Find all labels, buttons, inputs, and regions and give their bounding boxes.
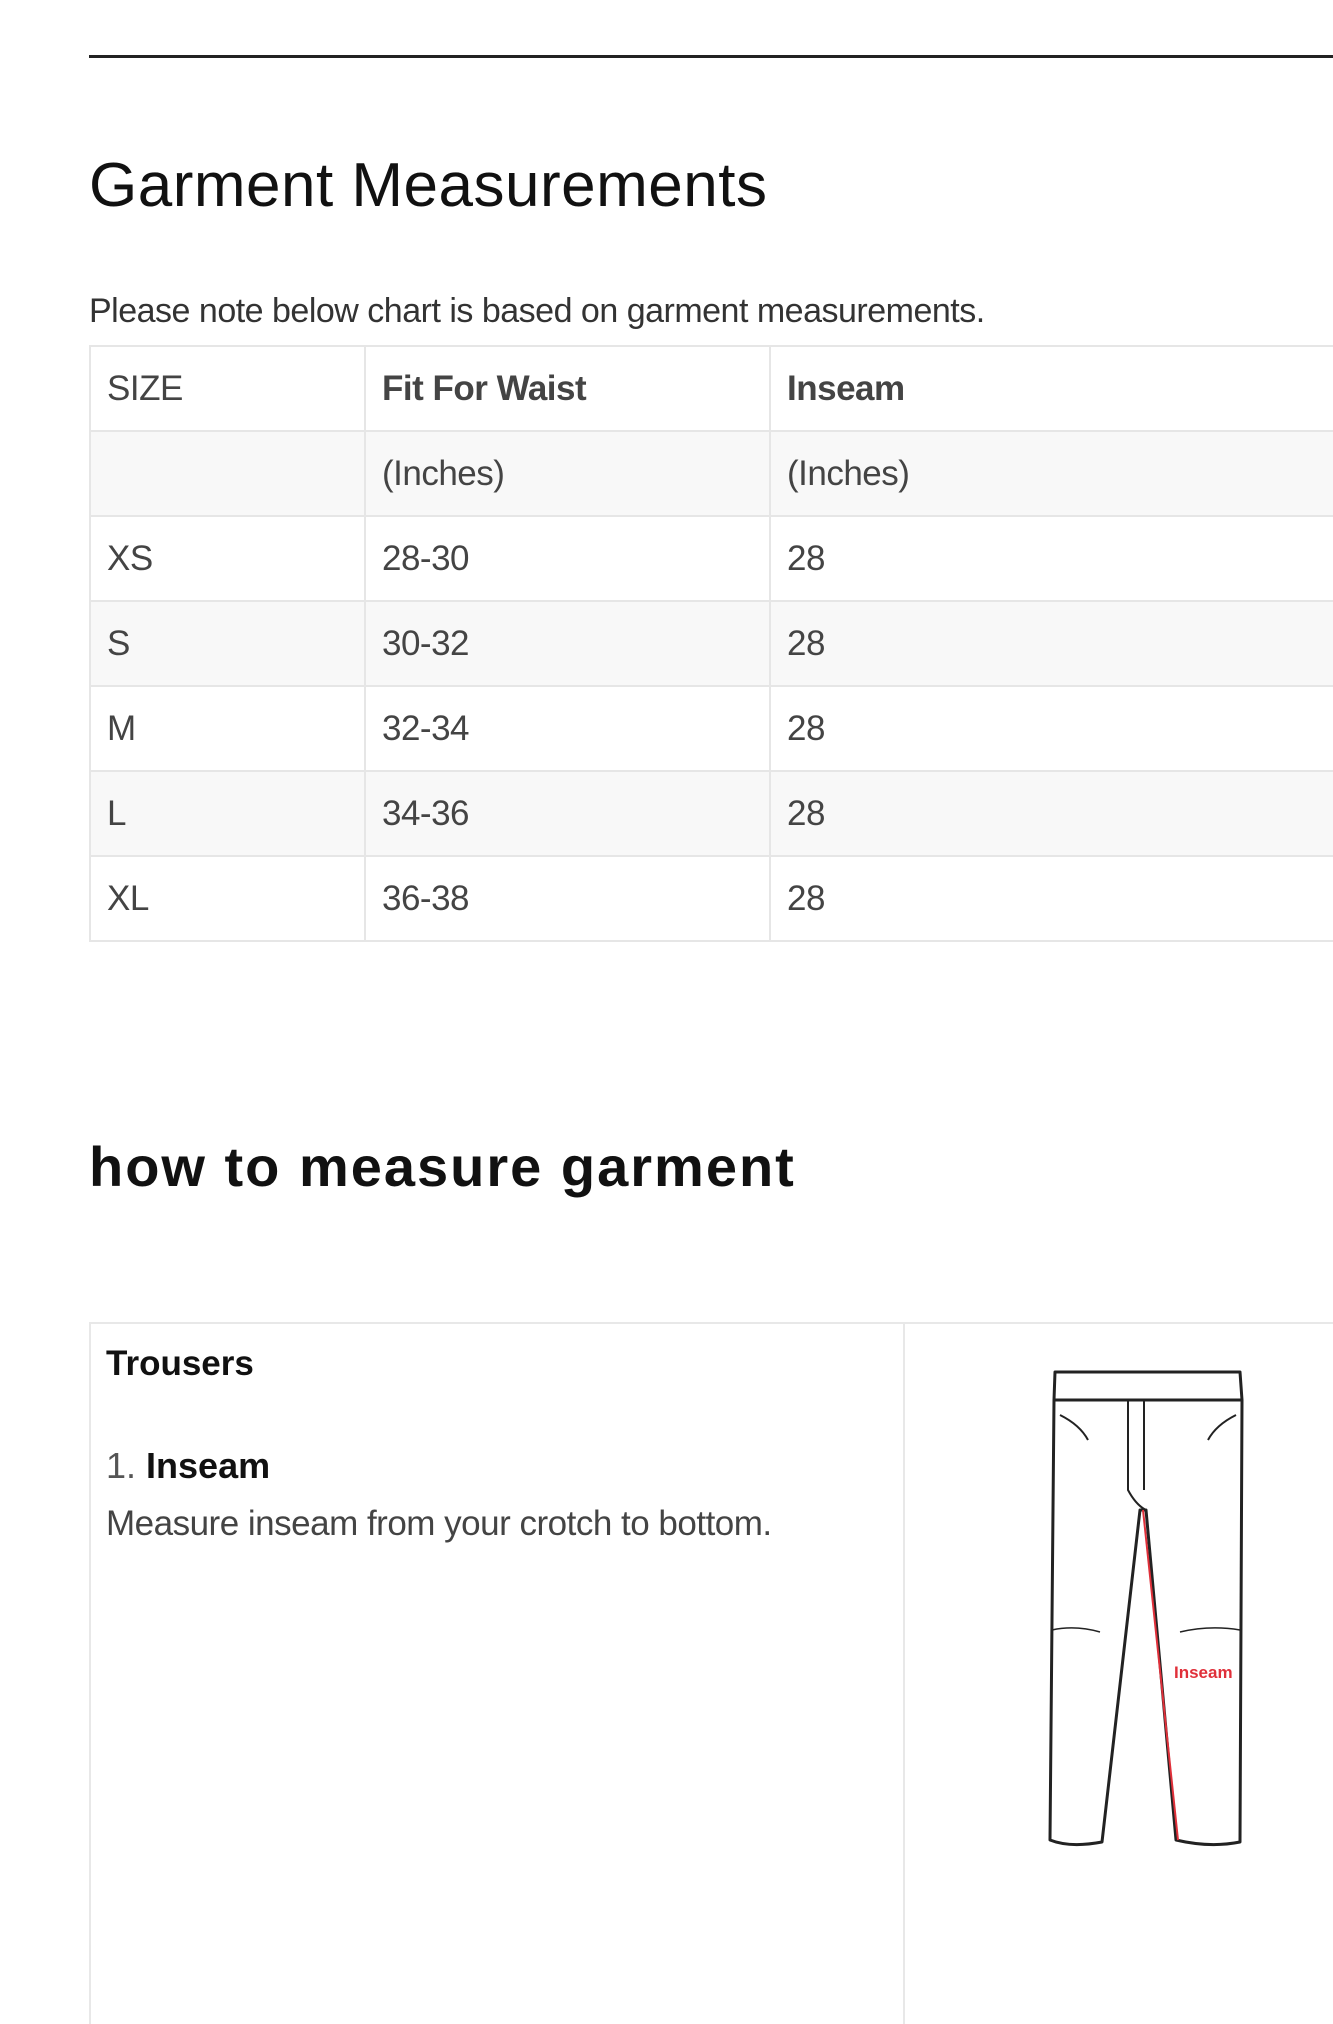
how-to-measure-table: Trousers 1. Inseam Measure inseam from y… — [89, 1322, 1333, 2024]
unit-size — [89, 430, 366, 517]
table-row: XL 36-38 28 — [89, 855, 1333, 942]
cell-waist: 28-30 — [364, 515, 771, 602]
divider — [89, 55, 1333, 58]
step-heading: 1. Inseam — [106, 1445, 270, 1487]
knee-lines — [1051, 1627, 1241, 1633]
cell-size: M — [89, 685, 366, 772]
cell-waist: 36-38 — [364, 855, 771, 942]
table-row: XS 28-30 28 — [89, 515, 1333, 602]
waistband — [1052, 1370, 1244, 1402]
chart-note: Please note below chart is based on garm… — [89, 292, 985, 330]
trouser-outline — [1048, 1399, 1244, 1847]
size-chart-table: SIZE Fit For Waist Inseam (Inches) (Inch… — [89, 345, 1333, 942]
header-inseam: Inseam — [769, 345, 1333, 432]
trousers-illustration: Inseam — [1048, 1370, 1244, 1847]
fly — [1127, 1400, 1147, 1511]
cell-inseam: 28 — [769, 855, 1333, 942]
table-row: M 32-34 28 — [89, 685, 1333, 772]
table-header-row: SIZE Fit For Waist Inseam — [89, 345, 1333, 432]
table-units-row: (Inches) (Inches) — [89, 430, 1333, 517]
category-label: Trousers — [106, 1344, 254, 1383]
page-title: Garment Measurements — [89, 151, 768, 220]
table-row: S 30-32 28 — [89, 600, 1333, 687]
cell-waist: 32-34 — [364, 685, 771, 772]
cell-inseam: 28 — [769, 770, 1333, 857]
how-to-measure-heading: how to measure garment — [89, 1135, 796, 1198]
cell-inseam: 28 — [769, 685, 1333, 772]
cell-size: XS — [89, 515, 366, 602]
unit-inseam: (Inches) — [769, 430, 1333, 517]
inseam-label: Inseam — [1174, 1663, 1233, 1682]
table-row: L 34-36 28 — [89, 770, 1333, 857]
step-title: Inseam — [146, 1445, 271, 1486]
inseam-line — [1142, 1509, 1179, 1841]
cell-size: S — [89, 600, 366, 687]
cell-size: L — [89, 770, 366, 857]
header-size: SIZE — [89, 345, 366, 432]
step-description: Measure inseam from your crotch to botto… — [106, 1504, 772, 1543]
column-divider — [903, 1324, 905, 2024]
step-number: 1. — [106, 1445, 137, 1486]
cell-waist: 34-36 — [364, 770, 771, 857]
unit-waist: (Inches) — [364, 430, 771, 517]
pockets — [1059, 1414, 1237, 1441]
cell-waist: 30-32 — [364, 600, 771, 687]
cell-inseam: 28 — [769, 600, 1333, 687]
header-waist: Fit For Waist — [364, 345, 771, 432]
cell-size: XL — [89, 855, 366, 942]
cell-inseam: 28 — [769, 515, 1333, 602]
